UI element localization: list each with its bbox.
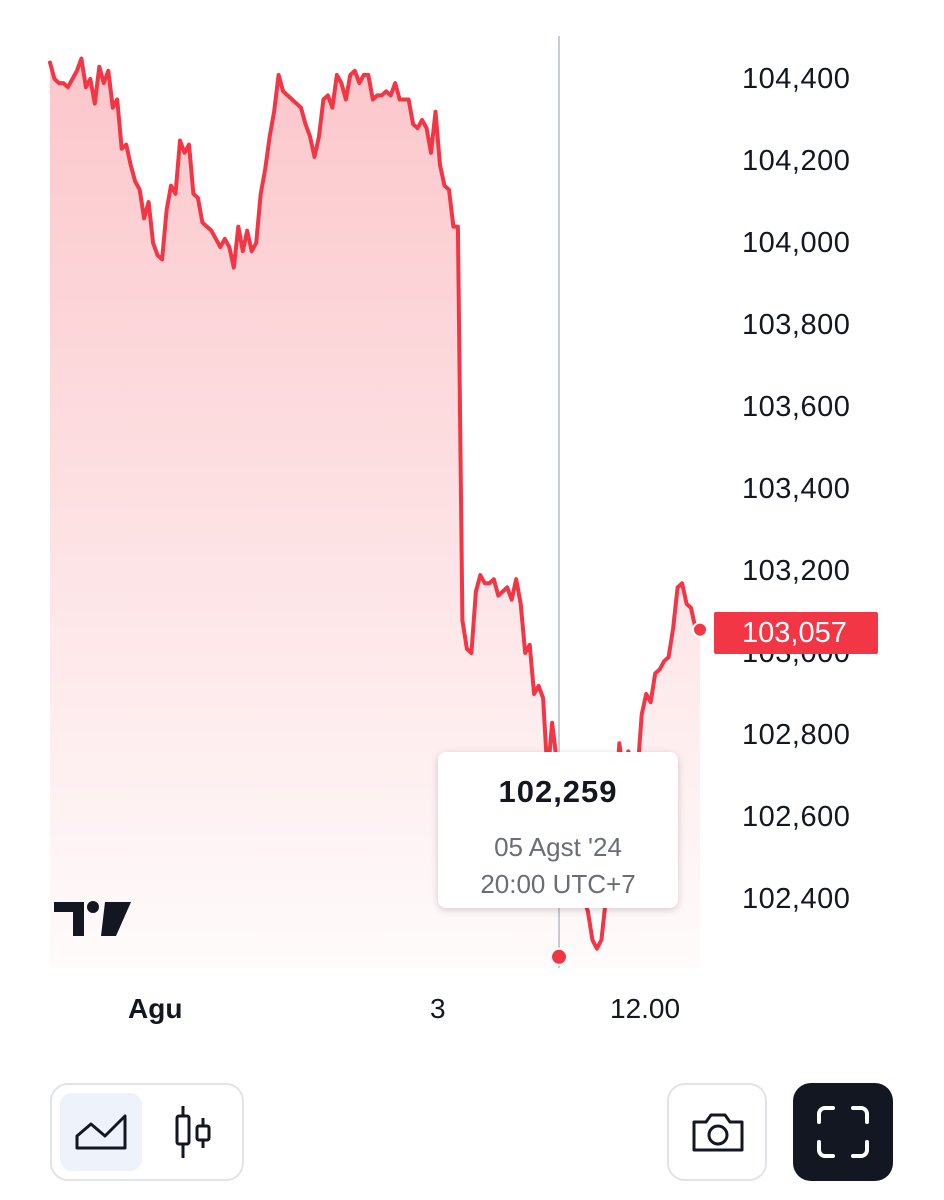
chart-type-switcher: [50, 1083, 244, 1181]
screenshot-button[interactable]: [667, 1083, 767, 1181]
fullscreen-icon: [817, 1106, 869, 1158]
area-fill: [50, 58, 700, 968]
y-tick-label: 102,400: [742, 883, 851, 915]
tooltip-value: 102,259: [498, 774, 618, 809]
x-tick-label: Agu: [128, 993, 183, 1024]
last-price-label: 103,057: [714, 612, 878, 654]
y-tick-label: 102,800: [742, 719, 851, 751]
camera-icon: [692, 1113, 744, 1152]
y-tick-label: 103,400: [742, 473, 851, 505]
area-chart-button[interactable]: [60, 1093, 142, 1171]
y-tick-label: 104,400: [742, 63, 851, 95]
x-tick-label: 12.00: [610, 993, 681, 1024]
crosshair-point: [550, 947, 568, 966]
y-tick-label: 104,200: [742, 145, 851, 177]
tradingview-logo-icon: [54, 901, 131, 936]
y-tick-label: 102,600: [742, 801, 851, 833]
y-tick-label: 103,200: [742, 555, 851, 587]
fullscreen-button[interactable]: [793, 1083, 893, 1181]
candlestick-chart-button[interactable]: [152, 1093, 234, 1171]
x-tick-label: 3: [430, 993, 446, 1024]
price-line: [48, 56, 702, 951]
y-tick-label: 103,600: [742, 391, 851, 423]
y-tick-label: 104,000: [742, 227, 851, 259]
tradingview-logo[interactable]: [54, 898, 132, 943]
area-chart-icon: [75, 1114, 127, 1150]
candlestick-icon: [175, 1106, 211, 1158]
crosshair-tooltip: 102,259 05 Agst '24 20:00 UTC+7: [438, 752, 678, 908]
tooltip-date: 05 Agst '24: [494, 832, 622, 862]
tooltip-time: 20:00 UTC+7: [480, 869, 636, 899]
y-tick-label: 103,800: [742, 309, 851, 341]
last-price-point: [692, 621, 708, 638]
